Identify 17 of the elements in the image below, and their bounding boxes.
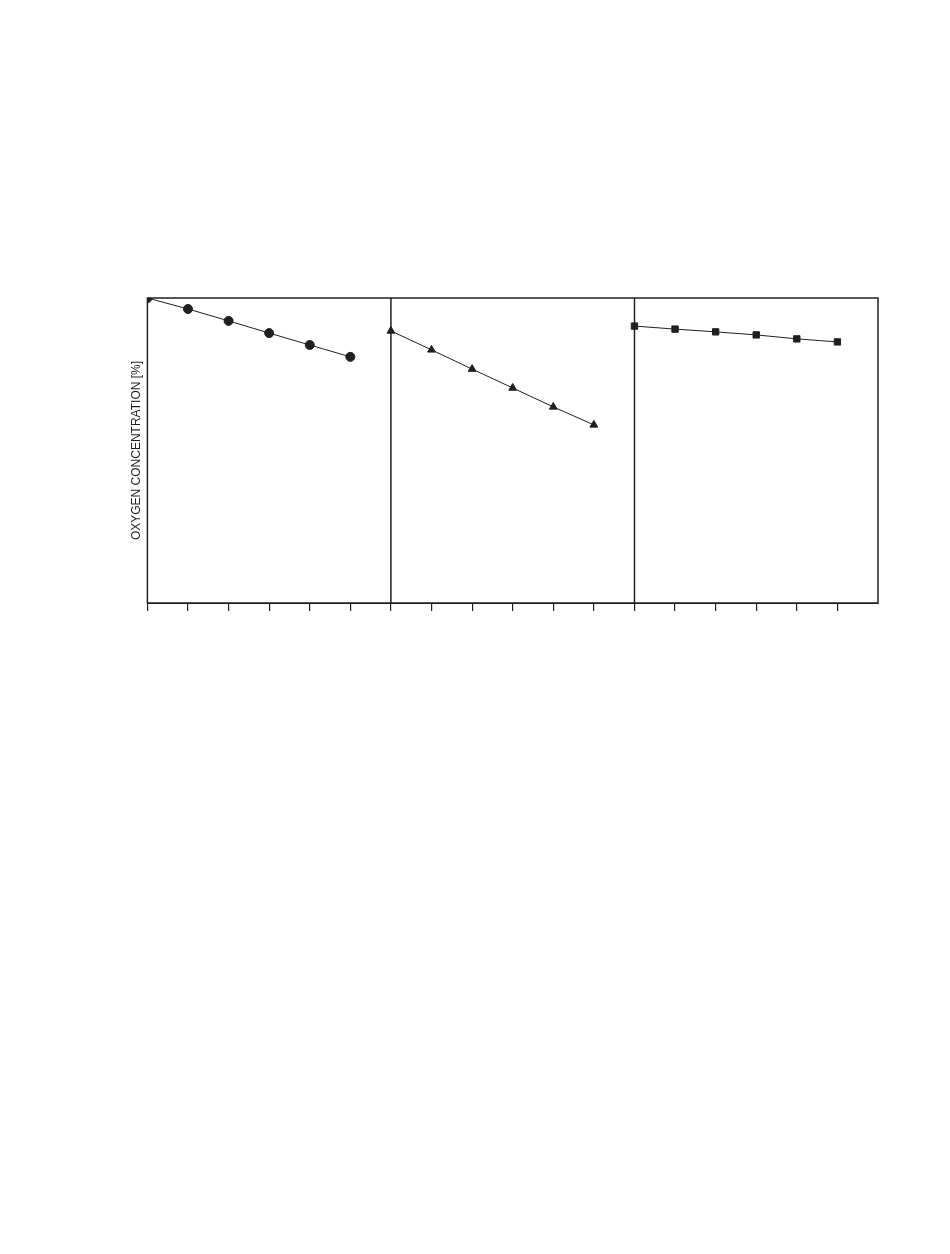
point — [467, 364, 477, 372]
point — [548, 401, 558, 410]
point — [508, 382, 518, 391]
point — [182, 303, 193, 314]
point — [589, 419, 599, 428]
point — [345, 351, 356, 362]
point — [630, 322, 639, 330]
point — [833, 338, 842, 346]
point — [304, 339, 315, 350]
point — [793, 335, 801, 343]
point — [427, 344, 436, 353]
point — [264, 328, 275, 339]
point — [671, 325, 679, 333]
point — [223, 315, 234, 326]
point — [752, 331, 760, 339]
point — [711, 328, 720, 336]
y-axis-title: OXYGEN CONCENTRATION [%] — [128, 360, 143, 541]
